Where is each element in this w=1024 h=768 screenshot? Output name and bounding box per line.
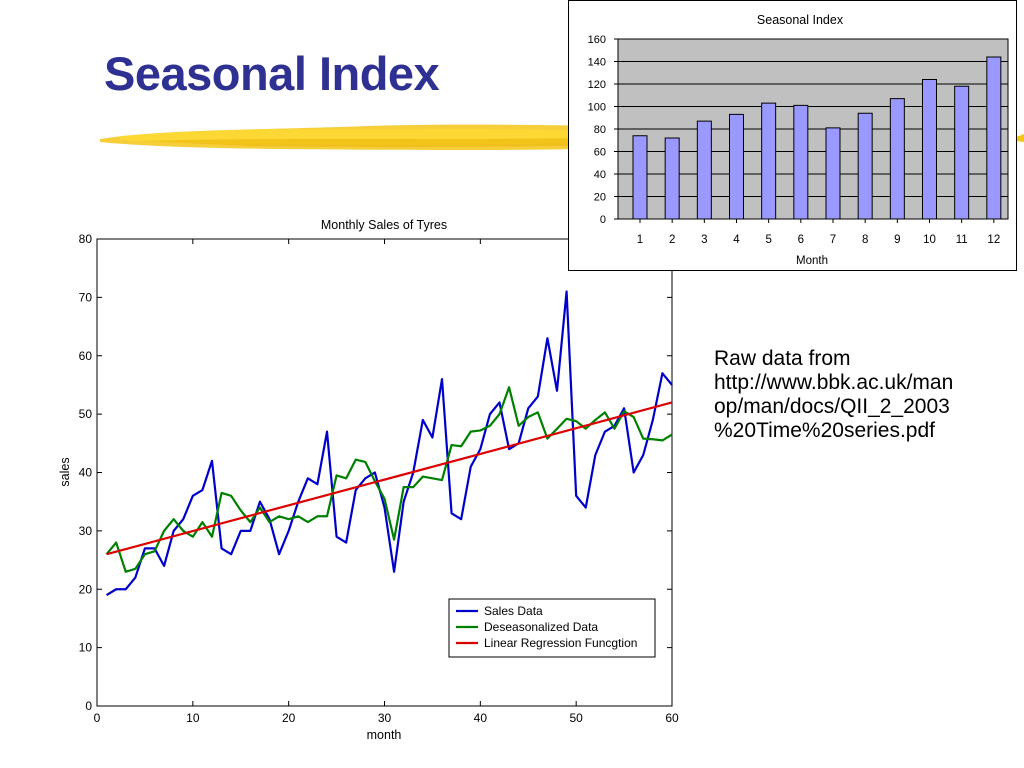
bar-chart-title: Seasonal Index	[757, 13, 844, 27]
raw-data-source-note: Raw data from http://www.bbk.ac.uk/man o…	[714, 347, 1014, 443]
bar-y-tick-label: 80	[594, 124, 606, 136]
x-tick-label: 30	[378, 711, 392, 725]
x-tick-label: 0	[94, 711, 101, 725]
bar-x-tick-label: 1	[637, 234, 643, 246]
line-ylabel: sales	[58, 457, 72, 486]
bar-y-tick-label: 60	[594, 147, 606, 159]
seasonal-index-bar	[696, 120, 712, 220]
bar-y-tick-label: 0	[600, 214, 606, 226]
legend-label-deseasonalized: Deseasonalized Data	[484, 620, 598, 634]
bar-xlabel: Month	[796, 255, 828, 267]
note-line: Raw data from	[714, 347, 851, 370]
tyre-sales-line-chart: Monthly Sales of Tyres 0 10 20 30 40 50 60 0 10 2…	[58, 218, 679, 742]
y-tick-label: 20	[79, 582, 93, 596]
note-line: %20Time%20series.pdf	[714, 419, 935, 442]
bar-x-tick-label: 11	[956, 234, 968, 246]
seasonal-index-bar	[761, 102, 777, 220]
yellow-brush-stroke	[100, 124, 1024, 150]
bar-x-tick-label: 3	[701, 234, 707, 246]
seasonal-index-bar	[986, 56, 1002, 220]
bar-x-tick-label: 7	[830, 234, 836, 246]
y-tick-label: 70	[79, 290, 93, 304]
x-tick-label: 40	[474, 711, 488, 725]
bar-y-tick-label: 120	[588, 79, 606, 91]
bar-y-tick-label: 140	[588, 57, 606, 69]
bar-x-tick-label: 2	[669, 234, 675, 246]
bar-x-tick-label: 12	[987, 234, 1000, 246]
seasonal-index-bar	[922, 79, 937, 220]
bar-y-tick-label: 20	[594, 192, 606, 204]
y-tick-label: 0	[85, 699, 92, 713]
seasonal-index-bar	[954, 85, 970, 220]
line-legend: Sales Data Deseasonalized Data Linear Re…	[448, 598, 656, 658]
seasonal-index-bar	[729, 113, 744, 220]
legend-box	[448, 598, 656, 658]
seasonal-index-bar	[857, 112, 873, 220]
seasonal-index-bar	[632, 135, 648, 220]
x-tick-label: 20	[282, 711, 296, 725]
legend-label-sales: Sales Data	[484, 604, 543, 618]
y-tick-label: 50	[79, 407, 93, 421]
bar-y-tick-label: 100	[588, 102, 606, 114]
seasonal-index-bar	[825, 127, 841, 220]
note-line: http://www.bbk.ac.uk/man	[714, 371, 954, 394]
bar-x-tick-label: 5	[765, 234, 771, 246]
x-tick-label: 10	[186, 711, 200, 725]
seasonal-index-bar	[889, 98, 905, 220]
deseasonalized-data-line	[105, 386, 673, 573]
sales-data-line	[106, 290, 673, 597]
bar-x-tick-label: 9	[894, 234, 900, 246]
seasonal-index-chart-panel: Seasonal Index 0 20 40 60 80 100 120 140 160 1 2 3 4…	[568, 0, 1017, 271]
seasonal-index-bar	[793, 104, 809, 220]
seasonal-index-bar	[664, 137, 680, 220]
bar-x-tick-label: 8	[862, 234, 868, 246]
x-tick-label: 60	[665, 711, 679, 725]
regression-line	[106, 401, 673, 556]
line-xlabel: month	[367, 728, 402, 742]
slide-title: Seasonal Index	[104, 47, 440, 100]
legend-label-regression: Linear Regression Funcgtion	[484, 636, 637, 650]
y-tick-label: 60	[79, 349, 93, 363]
note-line: op/man/docs/QII_2_2003	[714, 395, 950, 418]
bar-x-tick-label: 4	[733, 234, 740, 246]
bar-y-tick-label: 40	[594, 169, 606, 181]
bar-y-tick-label: 160	[588, 34, 606, 46]
y-tick-label: 80	[79, 232, 93, 246]
bar-x-tick-label: 6	[798, 234, 804, 246]
x-tick-label: 50	[569, 711, 583, 725]
bar-x-tick-label: 10	[923, 234, 936, 246]
line-chart-title: Monthly Sales of Tyres	[321, 218, 447, 232]
y-tick-label: 40	[79, 466, 93, 480]
y-tick-label: 30	[79, 524, 93, 538]
y-tick-label: 10	[79, 641, 93, 655]
